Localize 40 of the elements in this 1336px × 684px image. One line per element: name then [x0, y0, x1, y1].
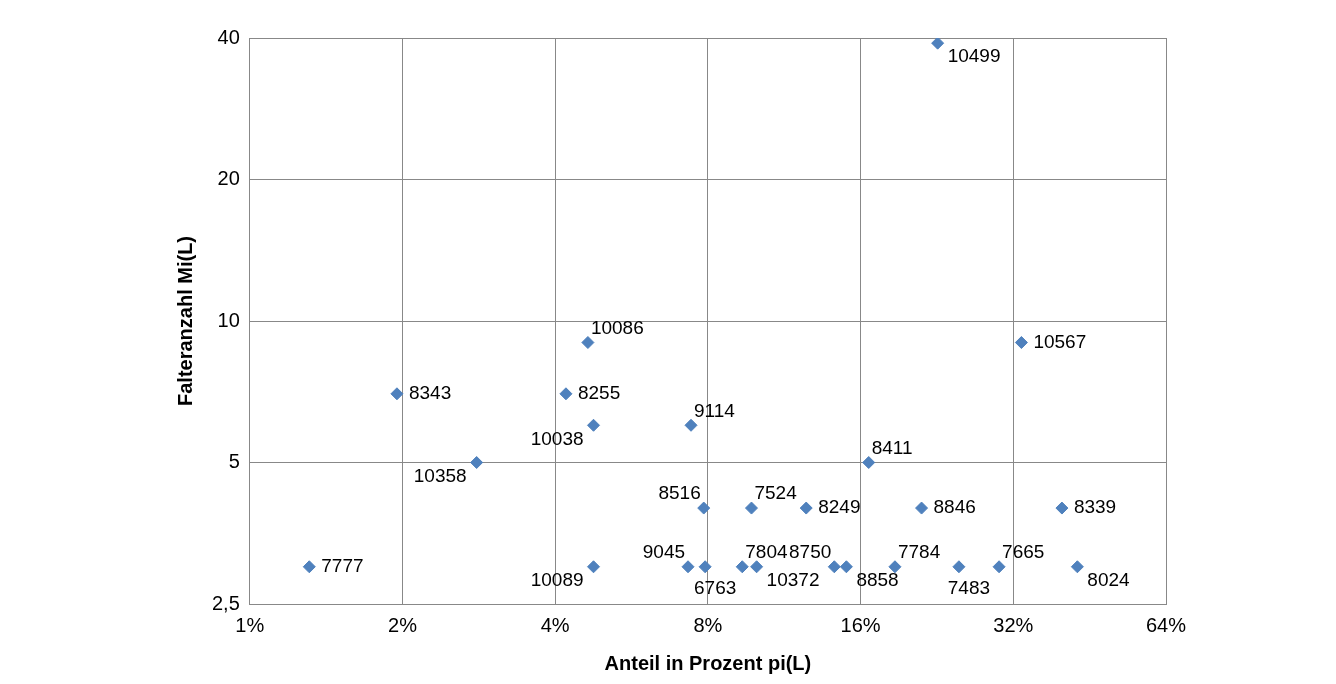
- annotation: 8255: [577, 382, 621, 404]
- annotation: 10372: [766, 569, 820, 591]
- x-tick-label: 64%: [1145, 613, 1187, 636]
- y-axis-title: Falteranzahl Mi(L): [173, 235, 196, 407]
- annotation: 7804: [745, 541, 788, 563]
- annotation: 8750: [789, 541, 832, 563]
- annotation: 9114: [694, 399, 736, 421]
- y-tick-label: 5: [228, 450, 240, 473]
- annotation: 7784: [897, 541, 941, 563]
- y-tick-label: 10: [217, 308, 240, 331]
- annotation: 7665: [1002, 541, 1045, 563]
- annotation: 7524: [754, 482, 798, 504]
- y-tick-label: 20: [217, 167, 240, 190]
- annotation: 10038: [530, 427, 584, 449]
- annotation: 6763: [694, 577, 737, 599]
- x-tick-label: 4%: [540, 613, 570, 636]
- annotation: 10358: [413, 464, 467, 486]
- annotation: 8858: [856, 569, 899, 591]
- annotation: 10089: [530, 569, 584, 591]
- annotation: 7483: [947, 577, 991, 599]
- annotation: 8516: [658, 482, 701, 504]
- annotation: 10567: [1033, 330, 1087, 352]
- y-tick-label: 2,5: [211, 591, 240, 614]
- annotation: 8343: [408, 382, 452, 404]
- x-axis-title: Anteil in Prozent pi(L): [604, 651, 812, 674]
- annotation: 9045: [642, 541, 686, 563]
- annotation: 7777: [321, 555, 364, 577]
- annotation: 8846: [933, 496, 976, 518]
- annotation: 8339: [1073, 496, 1117, 518]
- x-tick-label: 2%: [388, 613, 418, 636]
- annotation: 8411: [871, 436, 913, 458]
- x-tick-label: 1%: [235, 613, 265, 636]
- annotation: 10499: [947, 45, 1001, 67]
- annotation: 8024: [1087, 569, 1131, 591]
- x-tick-label: 32%: [993, 613, 1034, 636]
- y-tick-label: 40: [217, 25, 240, 48]
- x-tick-label: 16%: [840, 613, 881, 636]
- x-tick-label: 8%: [693, 613, 723, 636]
- annotation: 8249: [818, 496, 861, 518]
- annotation: 10086: [590, 316, 644, 338]
